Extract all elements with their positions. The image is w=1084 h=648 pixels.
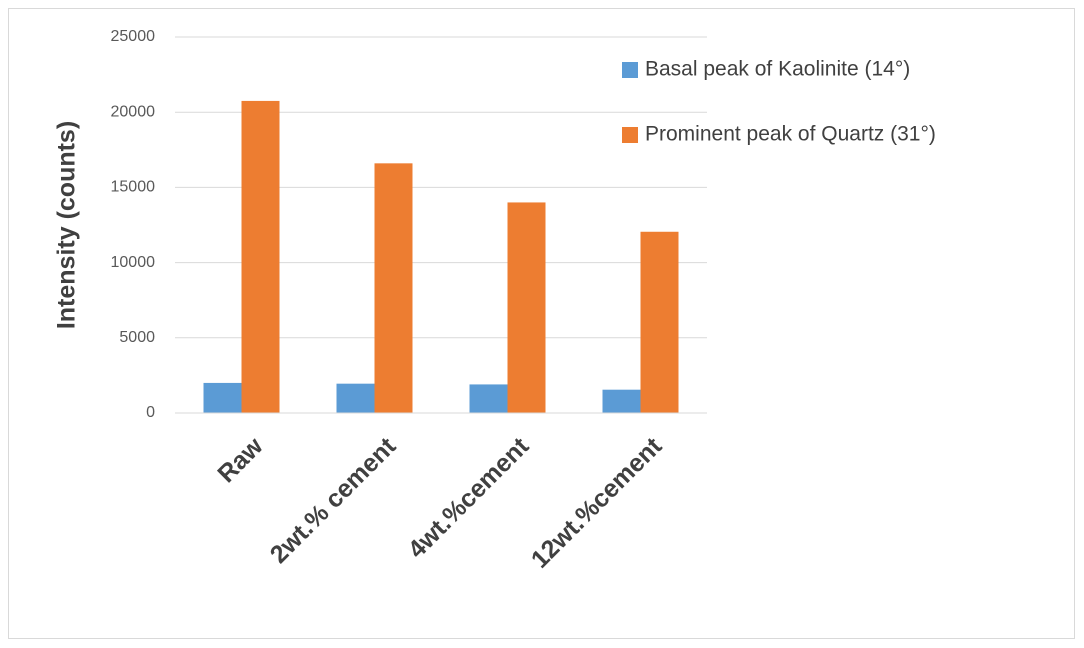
y-tick-label: 25000: [111, 28, 156, 45]
bar: [640, 231, 679, 413]
y-tick-label: 10000: [111, 254, 156, 271]
legend-swatch: [622, 62, 638, 78]
y-axis-label: Intensity (counts): [53, 121, 81, 329]
bar: [602, 389, 641, 413]
y-tick-label: 20000: [111, 103, 156, 120]
legend-label: Prominent peak of Quartz (31°): [645, 123, 936, 146]
bar: [469, 384, 508, 413]
bar: [203, 382, 242, 413]
bar: [336, 383, 375, 413]
y-tick-label: 5000: [119, 329, 155, 346]
bar: [374, 163, 413, 413]
y-tick-label: 0: [146, 404, 155, 421]
bar: [241, 100, 280, 414]
bar: [507, 202, 546, 413]
legend-label: Basal peak of Kaolinite (14°): [645, 58, 910, 81]
y-tick-label: 15000: [111, 179, 156, 196]
legend-swatch: [622, 127, 638, 143]
